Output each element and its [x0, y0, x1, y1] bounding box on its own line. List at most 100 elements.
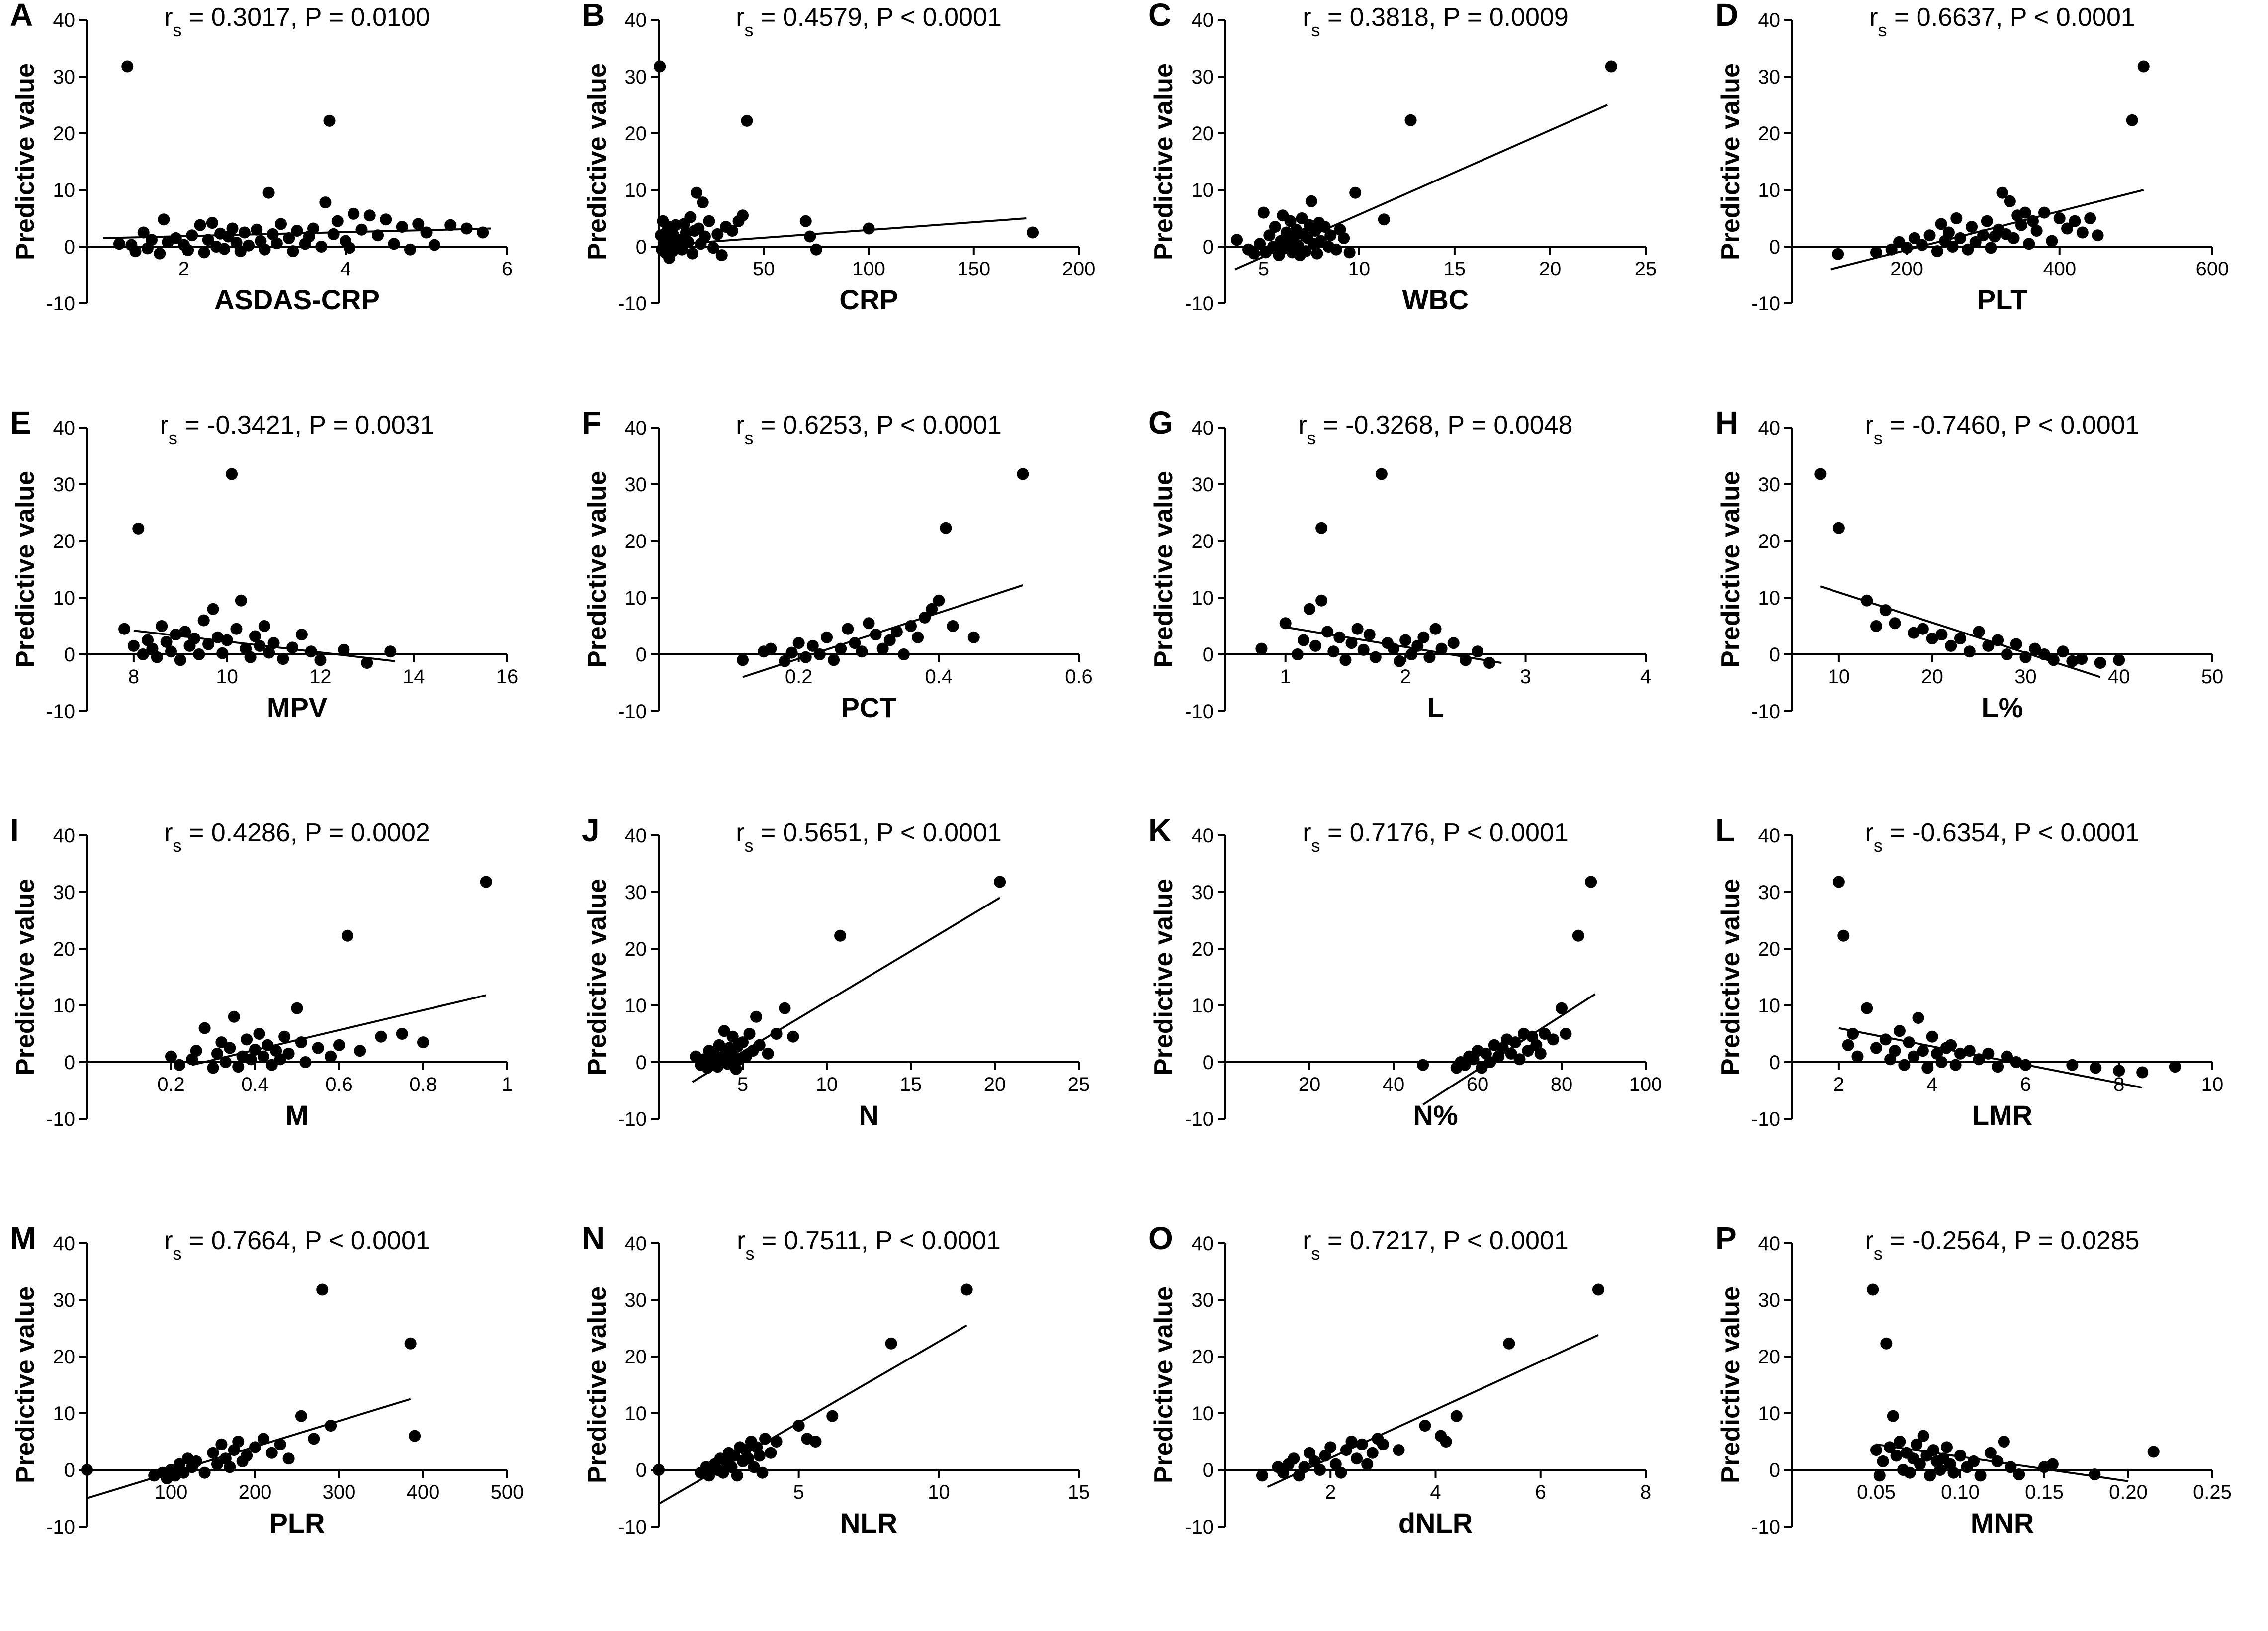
y-axis-label: Predictive value — [1149, 879, 1178, 1076]
x-tick-label: 400 — [407, 1481, 440, 1503]
x-tick-label: 150 — [957, 258, 990, 280]
data-point — [1887, 1410, 1899, 1422]
stat-subscript: s — [173, 835, 182, 856]
data-point — [1304, 603, 1315, 615]
correlation-statistic: rs = 0.6637, P < 0.0001 — [1869, 3, 2135, 40]
y-tick-label: 0 — [1203, 644, 1214, 666]
data-point — [174, 654, 186, 666]
data-point — [2019, 1059, 2032, 1071]
data-point — [1877, 1455, 1889, 1467]
data-point — [1908, 232, 1920, 244]
y-tick-label: 10 — [1192, 995, 1214, 1017]
data-point — [257, 1050, 269, 1063]
data-point — [1873, 1469, 1886, 1482]
regression-line — [1267, 1334, 1599, 1488]
data-point — [197, 614, 210, 627]
data-point — [1293, 1469, 1305, 1482]
data-point — [1879, 604, 1892, 617]
data-point — [2126, 114, 2138, 126]
data-point — [890, 626, 903, 638]
y-tick-label: 20 — [1758, 123, 1781, 145]
x-axis-label: L% — [1982, 692, 2023, 723]
data-point — [146, 234, 158, 246]
data-point — [2010, 638, 2022, 650]
y-tick-label: 0 — [64, 1459, 75, 1481]
data-point — [257, 1433, 269, 1445]
data-point — [1814, 468, 1827, 480]
x-tick-label: 200 — [1890, 258, 1923, 280]
panel-letter: N — [582, 1220, 605, 1256]
data-point — [1369, 651, 1382, 663]
stat-r: r — [1303, 1226, 1311, 1255]
data-point — [307, 222, 319, 235]
data-point — [1308, 1455, 1321, 1467]
data-point — [1405, 648, 1418, 660]
x-tick-label: 0.2 — [157, 1074, 185, 1095]
data-point — [190, 1455, 202, 1467]
y-tick-label: 10 — [53, 180, 76, 201]
data-point — [1315, 522, 1328, 534]
data-point — [291, 1002, 303, 1014]
data-point — [1324, 1441, 1337, 1453]
data-point — [165, 1050, 177, 1063]
data-point — [1935, 218, 1947, 230]
correlation-statistic: rs = 0.7511, P < 0.0001 — [737, 1226, 1001, 1264]
y-tick-label: 20 — [1192, 123, 1214, 145]
data-point — [202, 234, 214, 246]
data-point — [295, 1410, 307, 1422]
stat-value: = 0.5651, P < 0.0001 — [754, 818, 1002, 847]
data-point — [2069, 215, 2081, 227]
stat-subscript: s — [1311, 835, 1320, 856]
data-point — [160, 635, 173, 648]
x-tick-label: 0.15 — [2025, 1481, 2064, 1503]
regression-line — [1830, 189, 2144, 271]
data-point — [1973, 626, 1985, 638]
data-point — [835, 642, 847, 655]
data-point — [1366, 1447, 1379, 1459]
y-axis-label: Predictive value — [11, 879, 40, 1076]
data-point — [1963, 645, 1976, 658]
data-point — [275, 218, 287, 230]
stat-subscript: s — [1874, 428, 1883, 448]
y-tick-label: 0 — [64, 1052, 75, 1074]
data-point — [230, 623, 243, 635]
y-tick-label: 30 — [53, 474, 76, 496]
y-tick-label: 10 — [1758, 995, 1781, 1017]
stat-subscript: s — [745, 20, 754, 40]
x-tick-label: 100 — [1629, 1074, 1662, 1095]
data-point — [409, 1430, 421, 1442]
y-tick-label: 40 — [1758, 1233, 1781, 1255]
x-tick-label: 0.05 — [1857, 1481, 1896, 1503]
y-tick-label: -10 — [618, 293, 647, 315]
x-axis-label: WBC — [1402, 284, 1469, 315]
x-tick-label: 4 — [340, 258, 351, 280]
y-tick-label: 40 — [625, 417, 647, 439]
data-point — [1423, 651, 1436, 663]
y-tick-label: 20 — [53, 1346, 76, 1368]
data-point — [2046, 235, 2058, 247]
data-point — [278, 1030, 291, 1043]
panel-letter: J — [582, 813, 600, 848]
data-point — [355, 223, 368, 236]
data-point — [726, 1030, 739, 1043]
y-axis-label: Predictive value — [1149, 471, 1178, 668]
regression-line — [191, 994, 487, 1066]
data-point — [748, 1461, 760, 1473]
data-point — [113, 238, 125, 250]
data-point — [1534, 1047, 1547, 1060]
x-tick-label: 15 — [900, 1074, 922, 1095]
x-tick-label: 1 — [502, 1074, 513, 1095]
data-point — [480, 876, 492, 888]
y-tick-label: 30 — [1758, 66, 1781, 88]
correlation-statistic: rs = -0.7460, P < 0.0001 — [1865, 411, 2140, 448]
data-point — [1973, 1053, 1985, 1066]
x-tick-label: 4 — [1430, 1481, 1441, 1503]
data-point — [193, 648, 205, 660]
stat-value: = 0.3017, P = 0.0100 — [182, 3, 430, 32]
y-tick-label: 40 — [53, 1233, 76, 1255]
data-point — [2026, 215, 2039, 227]
data-point — [129, 245, 142, 258]
data-point — [1296, 212, 1308, 224]
